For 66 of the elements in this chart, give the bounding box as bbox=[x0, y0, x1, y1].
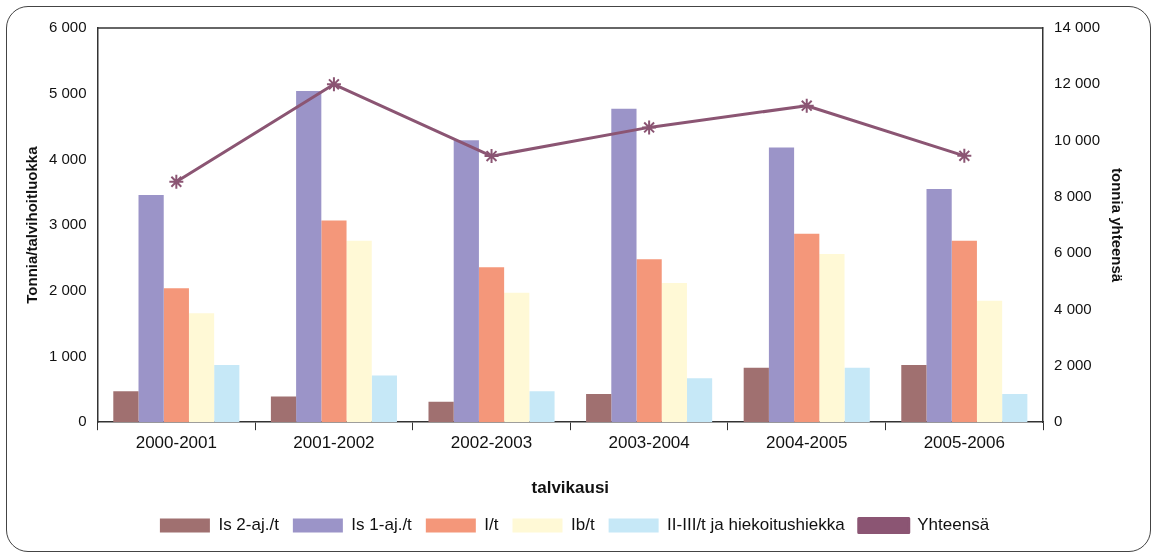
legend-label: Ib/t bbox=[571, 515, 595, 535]
point bbox=[798, 97, 815, 114]
y-tick-label: 3 000 bbox=[48, 215, 87, 233]
bar bbox=[270, 396, 297, 423]
legend-label: I/t bbox=[484, 515, 499, 535]
y2-tick-label: 10 000 bbox=[1054, 130, 1101, 148]
bar bbox=[768, 147, 795, 423]
y-tick-label: 2 000 bbox=[48, 280, 87, 298]
point bbox=[325, 76, 342, 93]
legend-label: Yhteensä bbox=[917, 515, 990, 535]
x-tick-label: 2003-2004 bbox=[608, 433, 690, 453]
y2-tick-label: 0 bbox=[1054, 412, 1063, 430]
y-tick-label: 6 000 bbox=[48, 18, 87, 36]
x-tick-label: 2000-2001 bbox=[135, 433, 217, 453]
bar bbox=[901, 365, 927, 423]
bar bbox=[844, 367, 870, 423]
x-tick-label: 2002-2003 bbox=[450, 433, 533, 453]
point bbox=[483, 148, 500, 165]
legend-label: II-III/t ja hiekoitushiekka bbox=[667, 515, 846, 535]
y2-axis-title: tonnia yhteensä bbox=[1108, 168, 1126, 283]
y-tick-label: 0 bbox=[78, 412, 87, 430]
bar bbox=[743, 367, 769, 423]
legend-label: Is 2-aj./t bbox=[218, 515, 280, 535]
x-tick-label: 2001-2002 bbox=[293, 433, 375, 453]
x-axis-title: talvikausi bbox=[531, 478, 610, 498]
bar bbox=[1002, 393, 1028, 423]
y2-tick-label: 4 000 bbox=[1054, 299, 1092, 317]
y-tick-label: 1 000 bbox=[48, 346, 87, 364]
bar bbox=[926, 188, 952, 423]
point bbox=[168, 173, 185, 190]
bar bbox=[138, 194, 164, 423]
bar bbox=[214, 365, 240, 423]
bar bbox=[611, 108, 637, 423]
y2-tick-label: 12 000 bbox=[1054, 74, 1101, 92]
bar bbox=[636, 259, 662, 423]
bar bbox=[794, 233, 820, 423]
bar bbox=[296, 91, 322, 423]
y-tick-label: 5 000 bbox=[48, 83, 87, 101]
legend-label: Is 1-aj./t bbox=[351, 515, 413, 535]
bar bbox=[371, 375, 397, 423]
y2-tick-label: 14 000 bbox=[1054, 18, 1101, 36]
bar bbox=[586, 393, 612, 423]
bar bbox=[163, 288, 189, 423]
bar bbox=[113, 391, 139, 423]
point bbox=[641, 119, 658, 136]
bar bbox=[188, 313, 215, 423]
bar bbox=[819, 254, 845, 423]
bar bbox=[321, 220, 347, 423]
y2-tick-label: 6 000 bbox=[1054, 243, 1092, 261]
y-tick-label: 4 000 bbox=[48, 149, 87, 167]
bar bbox=[453, 140, 479, 423]
bar bbox=[661, 282, 687, 423]
bar bbox=[951, 240, 977, 423]
bar bbox=[976, 300, 1003, 423]
bar bbox=[478, 267, 505, 423]
bar bbox=[504, 292, 530, 423]
y-axis-title: Tonnia/talvihoitluokka bbox=[23, 145, 41, 304]
y2-tick-label: 2 000 bbox=[1054, 356, 1092, 374]
x-tick-label: 2004-2005 bbox=[766, 433, 848, 453]
bar bbox=[346, 240, 372, 423]
point bbox=[956, 147, 973, 164]
bar bbox=[428, 401, 454, 423]
bar bbox=[529, 391, 555, 423]
y2-tick-label: 8 000 bbox=[1054, 187, 1092, 205]
bar bbox=[686, 378, 713, 423]
x-tick-label: 2005-2006 bbox=[923, 433, 1005, 453]
